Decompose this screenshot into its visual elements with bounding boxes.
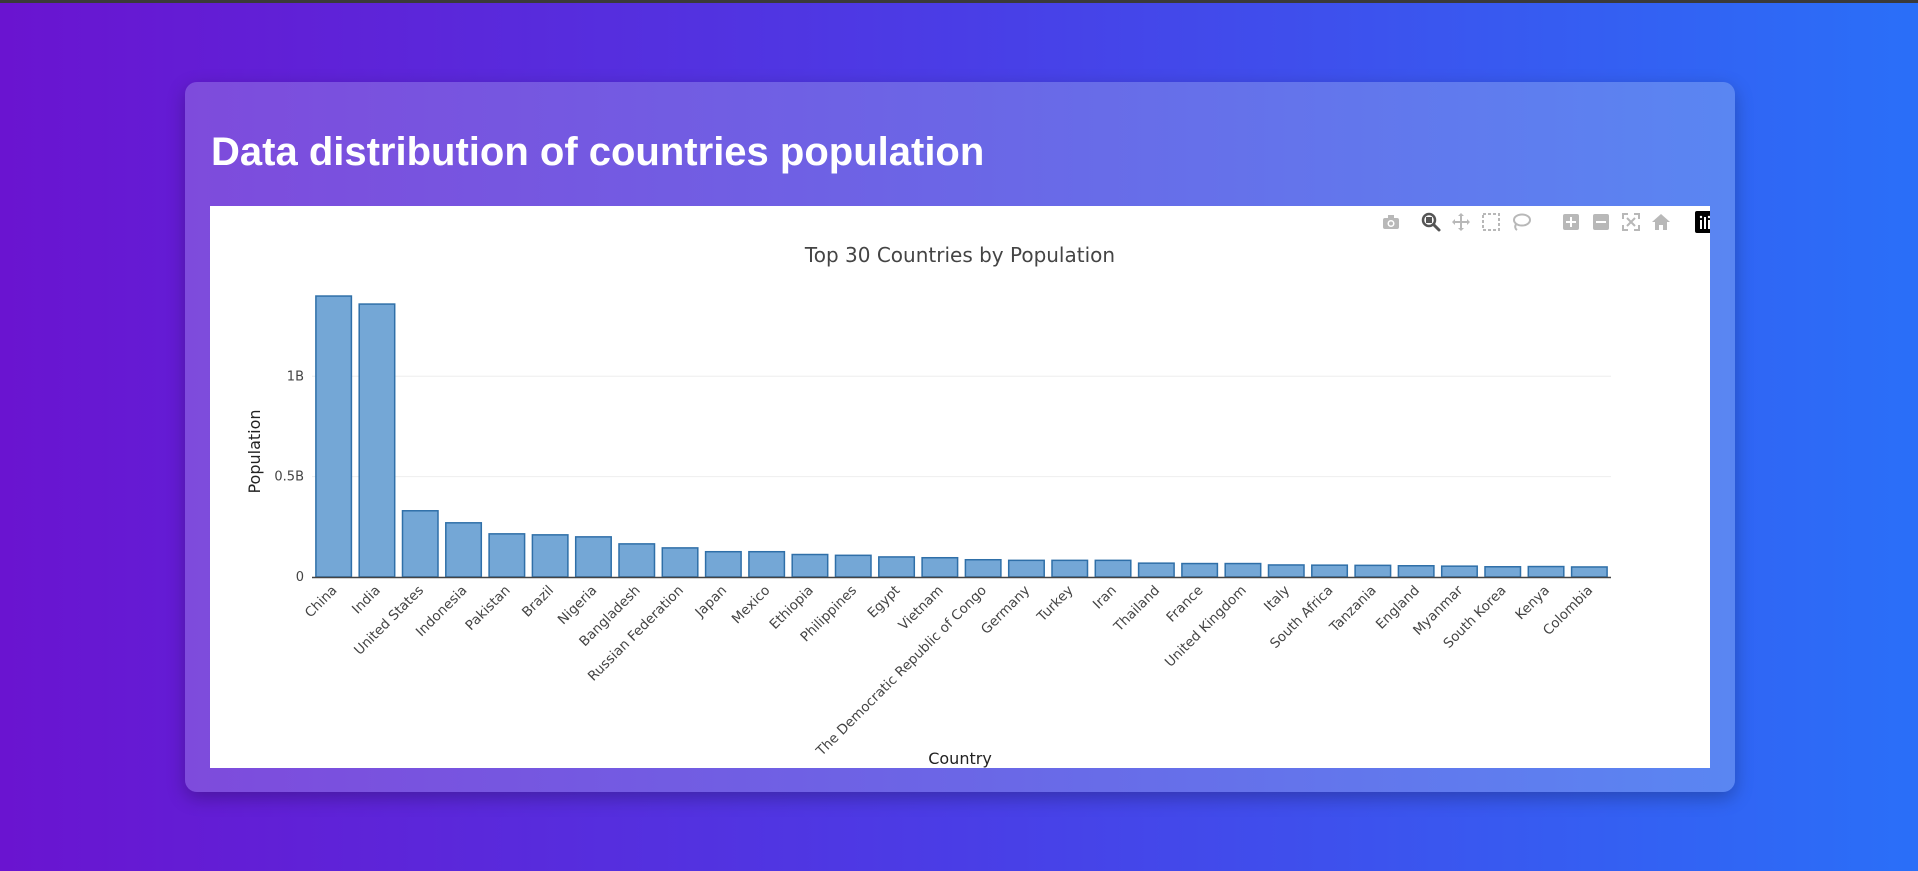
bar[interactable] xyxy=(878,556,916,578)
bar[interactable] xyxy=(748,550,786,578)
bar[interactable] xyxy=(1051,559,1089,578)
bar[interactable] xyxy=(661,547,699,578)
zoom-in-icon[interactable] xyxy=(1560,211,1582,233)
bar[interactable] xyxy=(1440,565,1478,578)
bar[interactable] xyxy=(834,554,872,578)
bar[interactable] xyxy=(1397,565,1435,578)
bar[interactable] xyxy=(358,303,396,578)
zoom-icon[interactable] xyxy=(1420,211,1442,233)
x-axis-label: Country xyxy=(928,749,992,768)
x-tick-label: Brazil xyxy=(519,583,557,621)
bar[interactable] xyxy=(445,522,483,578)
bar[interactable] xyxy=(1570,566,1608,578)
x-tick-label: United Kingdom xyxy=(1162,583,1250,671)
bar[interactable] xyxy=(1484,566,1522,578)
zoom-out-icon[interactable] xyxy=(1590,211,1612,233)
box-select-icon[interactable] xyxy=(1480,211,1502,233)
bar[interactable] xyxy=(1224,562,1262,578)
bar[interactable] xyxy=(1354,564,1392,578)
bar[interactable] xyxy=(1267,564,1305,578)
bar[interactable] xyxy=(704,550,742,578)
bar[interactable] xyxy=(488,533,526,578)
bar[interactable] xyxy=(921,556,959,578)
pan-icon[interactable] xyxy=(1450,211,1472,233)
plot-area[interactable]: 0 0.5B 1B China India United States Indonesia P… xyxy=(210,206,1710,768)
bar[interactable] xyxy=(1527,565,1565,578)
x-tick-label: Pakistan xyxy=(462,583,513,634)
bar[interactable] xyxy=(1181,562,1219,578)
y-axis-label: Population xyxy=(245,409,264,493)
x-tick-label: Kenya xyxy=(1512,583,1553,624)
chart-title: Top 30 Countries by Population xyxy=(804,243,1115,267)
x-tick-label: Turkey xyxy=(1033,583,1076,626)
lasso-select-icon[interactable] xyxy=(1510,211,1532,233)
x-tick-label: China xyxy=(302,583,341,622)
autoscale-icon[interactable] xyxy=(1620,211,1642,233)
bar[interactable] xyxy=(1137,562,1175,578)
bar[interactable] xyxy=(401,510,439,578)
bar[interactable] xyxy=(315,295,353,578)
bar[interactable] xyxy=(1007,559,1045,578)
x-tick-label: Italy xyxy=(1261,583,1293,615)
y-tick-label: 0.5B xyxy=(274,470,304,485)
bar[interactable] xyxy=(618,543,656,578)
chart-modebar xyxy=(1370,206,1710,236)
y-tick-label: 1B xyxy=(287,369,304,384)
y-tick-label: 0 xyxy=(296,570,304,585)
bar[interactable] xyxy=(574,536,612,578)
chart-card: Data distribution of countries populatio… xyxy=(185,82,1735,792)
bar[interactable] xyxy=(964,558,1002,578)
bar[interactable] xyxy=(791,553,829,578)
x-tick-label: India xyxy=(349,583,384,618)
camera-icon[interactable] xyxy=(1380,211,1402,233)
plotly-logo-icon[interactable] xyxy=(1695,211,1710,233)
x-tick-label: Iran xyxy=(1090,583,1120,613)
x-tick-label: Egypt xyxy=(865,583,904,622)
bar[interactable] xyxy=(1311,564,1349,578)
x-tick-label: Tanzania xyxy=(1326,583,1380,637)
bar[interactable] xyxy=(1094,559,1132,578)
bar[interactable] xyxy=(531,534,569,578)
page-title: Data distribution of countries populatio… xyxy=(211,130,985,174)
window-top-border xyxy=(0,0,1918,3)
x-tick-label: France xyxy=(1163,583,1206,626)
x-tick-label: Japan xyxy=(692,583,731,622)
x-tick-label: Thailand xyxy=(1110,583,1163,636)
reset-axes-icon[interactable] xyxy=(1650,211,1672,233)
